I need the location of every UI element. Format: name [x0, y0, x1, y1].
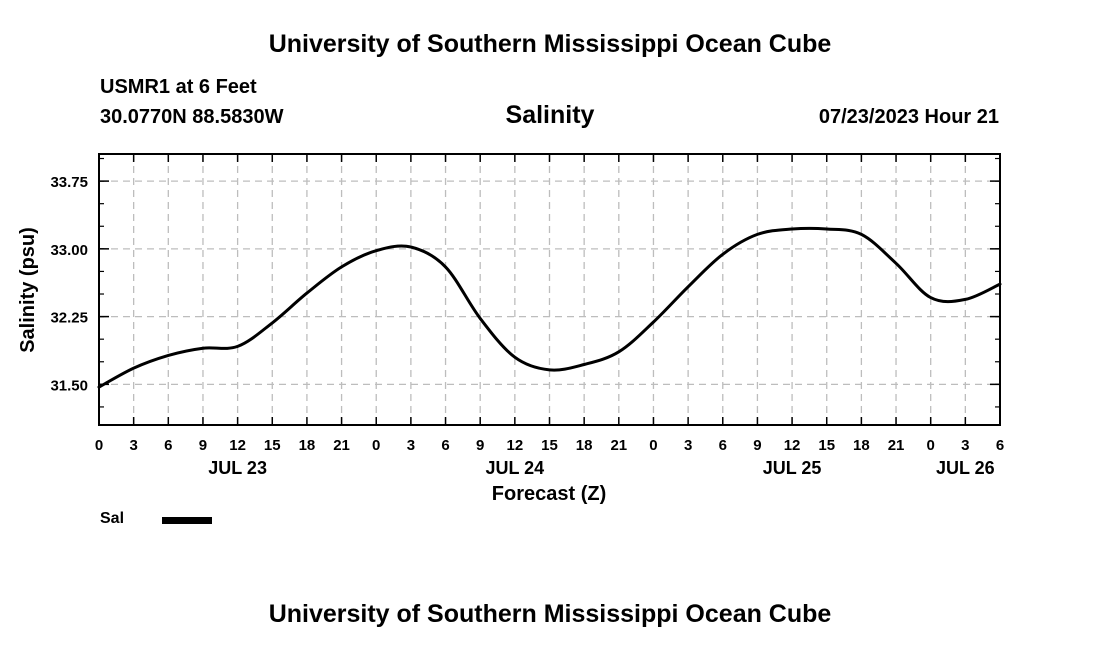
- date-label: JUL 26: [936, 458, 995, 478]
- x-axis-title: Forecast (Z): [492, 483, 606, 505]
- y-tick-label: 33.75: [50, 174, 88, 191]
- x-tick-label: 6: [164, 437, 172, 454]
- y-tick-label: 32.25: [50, 310, 88, 327]
- date-labels: JUL 23 JUL 24 JUL 25 JUL 26: [208, 458, 994, 478]
- x-tick-label: 6: [719, 437, 727, 454]
- x-tick-label: 15: [818, 437, 835, 454]
- x-tick-label: 6: [996, 437, 1004, 454]
- coordinates-label: 30.0770N 88.5830W: [100, 106, 284, 128]
- date-label: JUL 24: [485, 458, 544, 478]
- x-tick-label: 9: [753, 437, 761, 454]
- salinity-chart: 0 3 6 9 12 15 18 21 0 3 6 9 12 15 18 21 0 3 6 9 12 15 18 21 0 3 6 …: [17, 153, 1004, 505]
- x-tick-label: 3: [407, 437, 415, 454]
- x-tick-label: 15: [264, 437, 281, 454]
- x-tick-label: 0: [927, 437, 935, 454]
- chart-title: Salinity: [505, 101, 595, 129]
- forecast-timestamp: 07/23/2023 Hour 21: [818, 106, 999, 128]
- x-tick-label: 21: [333, 437, 350, 454]
- x-tick-label: 15: [541, 437, 558, 454]
- x-tick-label: 18: [576, 437, 593, 454]
- date-label: JUL 23: [208, 458, 267, 478]
- station-label: USMR1 at 6 Feet: [100, 76, 257, 98]
- y-tick-label: 33.00: [50, 242, 88, 259]
- x-tick-labels: 0 3 6 9 12 15 18 21 0 3 6 9 12 15 18 21 0 3 6 9 12 15 18 21 0 3 6: [95, 437, 1004, 454]
- footer-title: University of Southern Mississippi Ocean…: [268, 600, 832, 628]
- x-tick-label: 6: [441, 437, 449, 454]
- x-tick-label: 18: [853, 437, 870, 454]
- x-tick-label: 9: [476, 437, 484, 454]
- x-tick-label: 21: [610, 437, 627, 454]
- date-label: JUL 25: [763, 458, 822, 478]
- series-line-sal: [97, 226, 1002, 389]
- x-tick-label: 0: [95, 437, 103, 454]
- x-tick-label: 18: [299, 437, 316, 454]
- grid-lines: [99, 154, 1000, 425]
- x-tick-label: 9: [199, 437, 207, 454]
- x-tick-label: 0: [649, 437, 657, 454]
- x-tick-label: 3: [684, 437, 692, 454]
- y-tick-label: 31.50: [50, 377, 88, 394]
- x-tick-label: 12: [229, 437, 246, 454]
- x-tick-label: 12: [507, 437, 524, 454]
- x-tick-label: 21: [888, 437, 905, 454]
- y-axis-title: Salinity (psu): [17, 227, 39, 353]
- legend-label: Sal: [100, 510, 125, 527]
- y-tick-labels: 31.50 32.25 33.00 33.75: [50, 174, 88, 394]
- x-tick-label: 3: [961, 437, 969, 454]
- plot-frame: [98, 153, 1001, 426]
- x-tick-label: 12: [784, 437, 801, 454]
- x-tick-label: 3: [129, 437, 137, 454]
- institution-title: University of Southern Mississippi Ocean…: [268, 30, 832, 58]
- legend-swatch: [162, 517, 212, 524]
- x-tick-label: 0: [372, 437, 380, 454]
